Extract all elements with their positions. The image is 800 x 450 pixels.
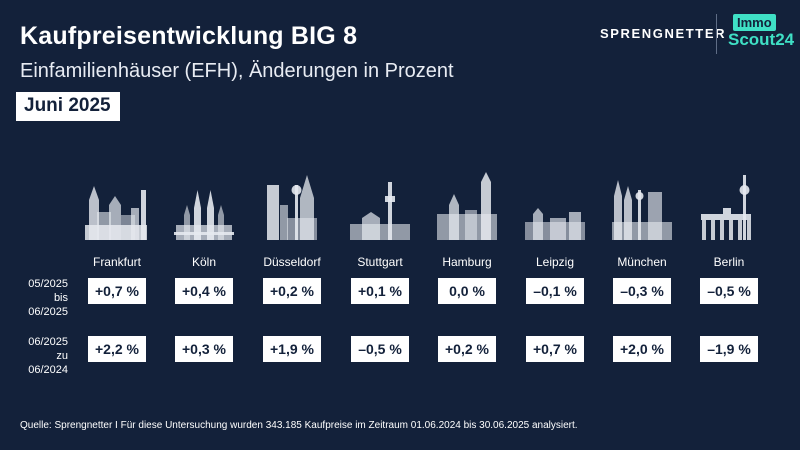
skyline-shape	[89, 200, 99, 240]
value-cell: +2,2 %	[88, 336, 146, 362]
skyline-shape	[291, 185, 302, 195]
skyline-shape	[614, 196, 622, 240]
skyline-shape	[85, 225, 147, 240]
skyline-shape	[723, 208, 731, 214]
skyline-shape	[207, 208, 214, 240]
skyline-shape	[89, 186, 99, 200]
skyline-shape	[701, 214, 751, 220]
skyline-shape	[612, 222, 672, 240]
skyline-shape	[569, 212, 581, 240]
row-label: 06/2025 zu 06/2024	[14, 335, 68, 377]
page-title: Kaufpreisentwicklung BIG 8	[20, 22, 358, 50]
value-cell: –1,9 %	[700, 336, 758, 362]
logo-divider	[716, 14, 717, 54]
value-cell: +0,3 %	[175, 336, 233, 362]
skyline-shape	[207, 190, 214, 208]
skyline-shape	[449, 205, 459, 240]
skyline-shape	[481, 172, 491, 182]
skyline-shape	[729, 220, 733, 240]
city-label: Düsseldorf	[263, 255, 321, 269]
skyline-shape	[465, 210, 477, 240]
skyline-shape	[267, 185, 279, 240]
skyline-shape	[481, 182, 491, 240]
skyline-shape	[141, 190, 146, 240]
immoscout-logo-badge: Immo	[733, 14, 776, 31]
sprengnetter-logo: SPRENGNETTER	[600, 26, 727, 41]
row-label-line1: 06/2025	[28, 336, 68, 348]
skyline-shape	[738, 220, 742, 240]
skyline-shape	[131, 208, 139, 240]
city-label: Hamburg	[442, 255, 492, 269]
skyline-shape	[533, 208, 543, 214]
skyline-shape	[550, 218, 566, 240]
skyline-shape	[184, 205, 190, 215]
page-subtitle: Einfamilienhäuser (EFH), Änderungen in P…	[20, 60, 454, 82]
skyline-shape	[174, 232, 234, 235]
skyline-shape	[449, 194, 459, 205]
skyline-shape	[295, 185, 298, 240]
skyline-shape	[614, 180, 622, 196]
city-label: München	[617, 255, 667, 269]
skyline-shape	[388, 182, 392, 240]
value-cell: +0,4 %	[175, 278, 233, 304]
skyline-shape	[711, 220, 715, 240]
city-label: Stuttgart	[357, 255, 403, 269]
value-cell: +0,7 %	[88, 278, 146, 304]
skyline-shape	[109, 196, 121, 205]
skyline-shape	[743, 175, 746, 240]
skyline-shape	[702, 220, 706, 240]
skyline-shape	[624, 200, 632, 240]
immoscout-logo-text: Scout24	[728, 30, 795, 49]
skyline-shape	[624, 186, 632, 200]
value-cell: +1,9 %	[263, 336, 321, 362]
skyline-shape	[385, 196, 395, 202]
city-label: Berlin	[713, 255, 745, 269]
skyline-shape	[218, 215, 224, 240]
skyline-shape	[362, 212, 380, 218]
source-footer: Quelle: Sprengnetter I Für diese Untersu…	[20, 420, 578, 431]
city-label: Köln	[191, 255, 217, 269]
value-cell: +0,2 %	[438, 336, 496, 362]
value-cell: 0,0 %	[438, 278, 496, 304]
value-cell: –0,1 %	[526, 278, 584, 304]
skyline-shape	[280, 205, 288, 240]
value-cell: +0,2 %	[263, 278, 321, 304]
city-label: Leipzig	[535, 255, 575, 269]
value-cell: –0,3 %	[613, 278, 671, 304]
skyline-shape	[184, 215, 190, 240]
skyline-shape	[287, 218, 317, 240]
value-cell: +0,1 %	[351, 278, 409, 304]
skyline-shape	[533, 214, 543, 240]
skyline-shape	[300, 175, 314, 198]
row-label: 05/2025 bis 06/2025	[14, 277, 68, 319]
skyline-shape	[739, 185, 750, 195]
row-label-line2: bis 06/2025	[28, 292, 68, 318]
skyline-shape	[635, 192, 644, 200]
skyline-shape	[638, 190, 641, 240]
skyline-shape	[218, 205, 224, 215]
skyline-shape	[194, 190, 201, 208]
value-cell: –0,5 %	[351, 336, 409, 362]
skyline-shape	[720, 220, 724, 240]
skyline-shape	[362, 218, 380, 240]
row-label-line2: zu 06/2024	[28, 350, 68, 376]
value-cell: +2,0 %	[613, 336, 671, 362]
row-label-line1: 05/2025	[28, 278, 68, 290]
skyline-shape	[194, 208, 201, 240]
skyline-shape	[747, 220, 751, 240]
value-cell: –0,5 %	[700, 278, 758, 304]
value-cell: +0,7 %	[526, 336, 584, 362]
city-label: Frankfurt	[92, 255, 141, 269]
date-badge: Juni 2025	[16, 92, 120, 121]
